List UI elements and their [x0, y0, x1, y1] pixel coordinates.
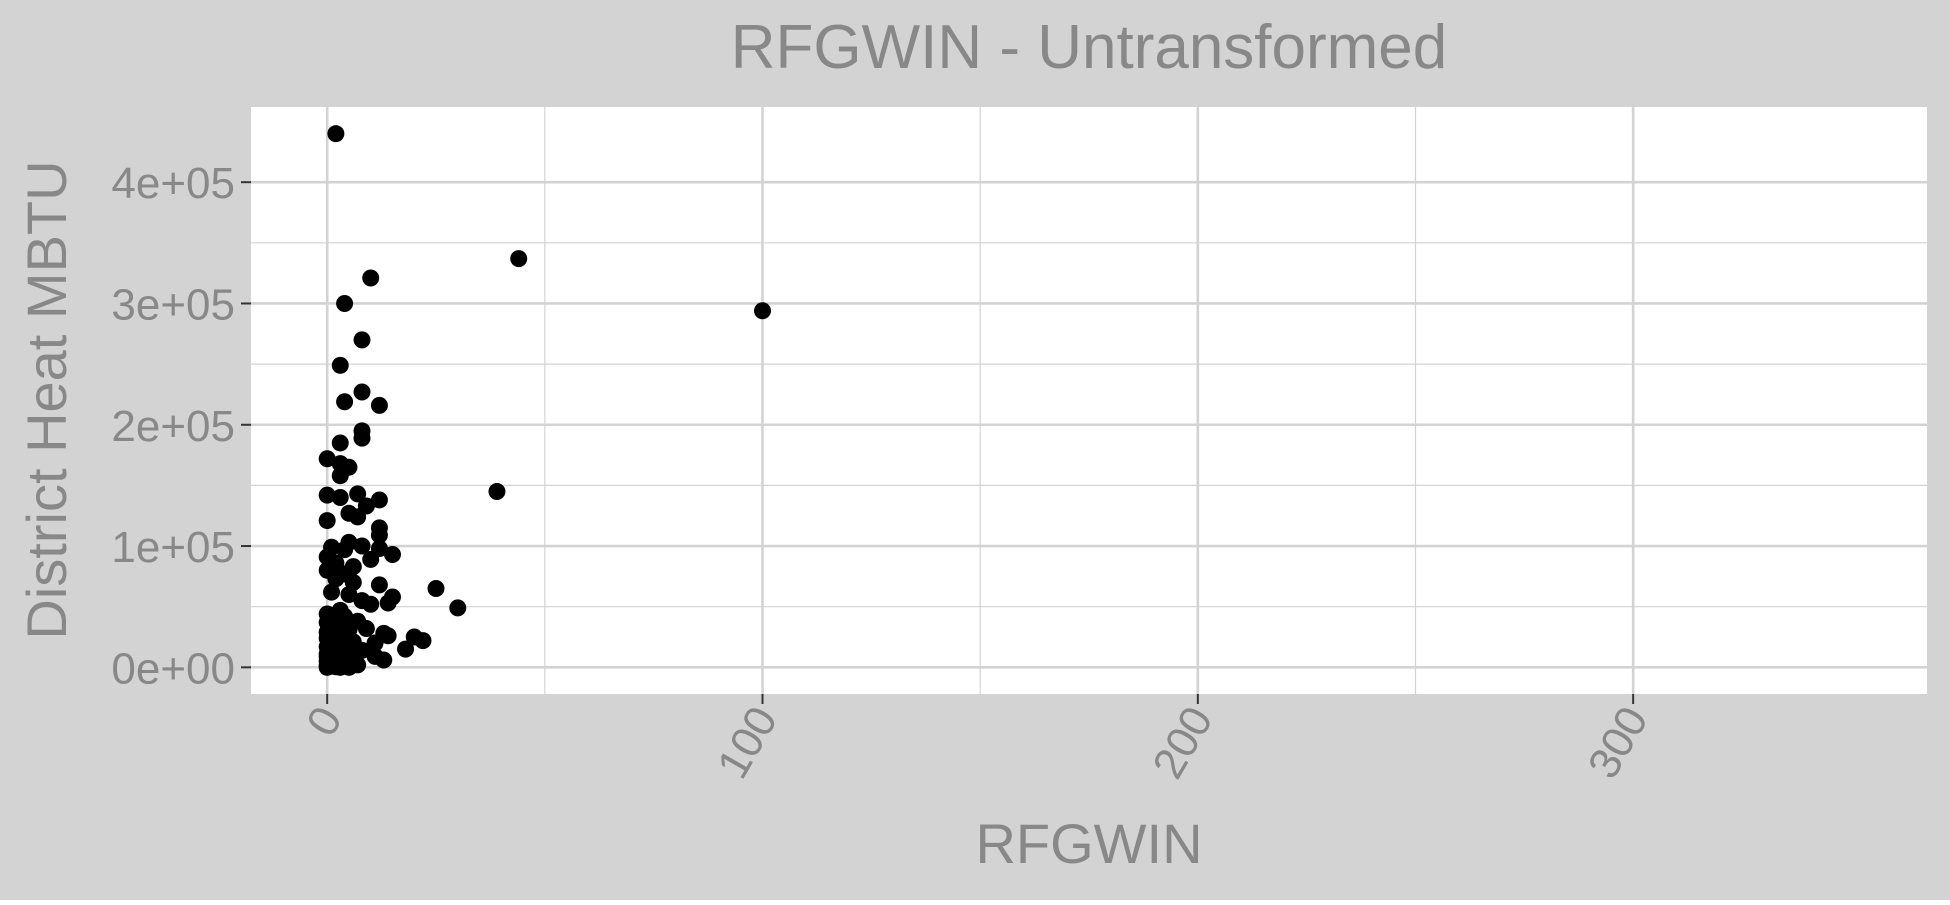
data-point: [397, 640, 415, 658]
y-tick-label: 0e+00: [111, 644, 235, 693]
data-point: [318, 613, 336, 631]
data-point: [379, 627, 397, 645]
x-axis-label: RFGWIN: [975, 812, 1202, 875]
data-point: [379, 594, 397, 612]
data-point: [318, 486, 336, 504]
data-point: [362, 550, 380, 568]
data-point: [370, 576, 388, 594]
data-point: [370, 491, 388, 509]
data-point: [318, 450, 336, 468]
data-point: [336, 541, 354, 559]
data-point: [331, 489, 349, 507]
grid-lines: [251, 107, 1927, 694]
data-point: [323, 583, 341, 601]
y-axis: 0e+00 1e+05 2e+05 3e+05 4e+05: [111, 159, 251, 693]
data-point: [318, 512, 336, 530]
data-point: [327, 570, 345, 588]
data-point: [488, 482, 506, 500]
chart-title: RFGWIN - Untransformed: [731, 13, 1448, 82]
data-point: [427, 579, 445, 597]
data-point: [510, 250, 528, 268]
data-point: [331, 467, 349, 485]
data-point: [353, 383, 371, 401]
data-point: [340, 658, 358, 676]
y-tick-label: 2e+05: [111, 402, 235, 451]
data-point: [336, 294, 354, 312]
data-point: [370, 526, 388, 544]
data-points: [318, 125, 772, 676]
plot-panel: [251, 107, 1927, 694]
y-tick-label: 4e+05: [111, 159, 235, 208]
data-point: [336, 617, 354, 635]
data-point: [353, 641, 371, 659]
data-point: [383, 546, 401, 564]
data-point: [375, 651, 393, 669]
data-point: [353, 331, 371, 349]
y-tick-label: 3e+05: [111, 280, 235, 329]
data-point: [353, 429, 371, 447]
data-point: [327, 125, 345, 143]
data-point: [331, 356, 349, 374]
y-tick-label: 1e+05: [111, 523, 235, 572]
data-point: [340, 586, 358, 604]
data-point: [357, 620, 375, 638]
data-point: [362, 269, 380, 287]
data-point: [366, 634, 384, 652]
data-point: [331, 434, 349, 452]
data-point: [414, 632, 432, 650]
data-point: [370, 396, 388, 414]
data-point: [362, 595, 380, 613]
data-point: [754, 302, 772, 320]
data-point: [449, 599, 467, 617]
data-point: [323, 633, 341, 651]
data-point: [349, 485, 367, 503]
data-point: [336, 393, 354, 411]
data-point: [353, 537, 371, 555]
data-point: [349, 508, 367, 526]
y-axis-label: District Heat MBTU: [15, 160, 78, 639]
